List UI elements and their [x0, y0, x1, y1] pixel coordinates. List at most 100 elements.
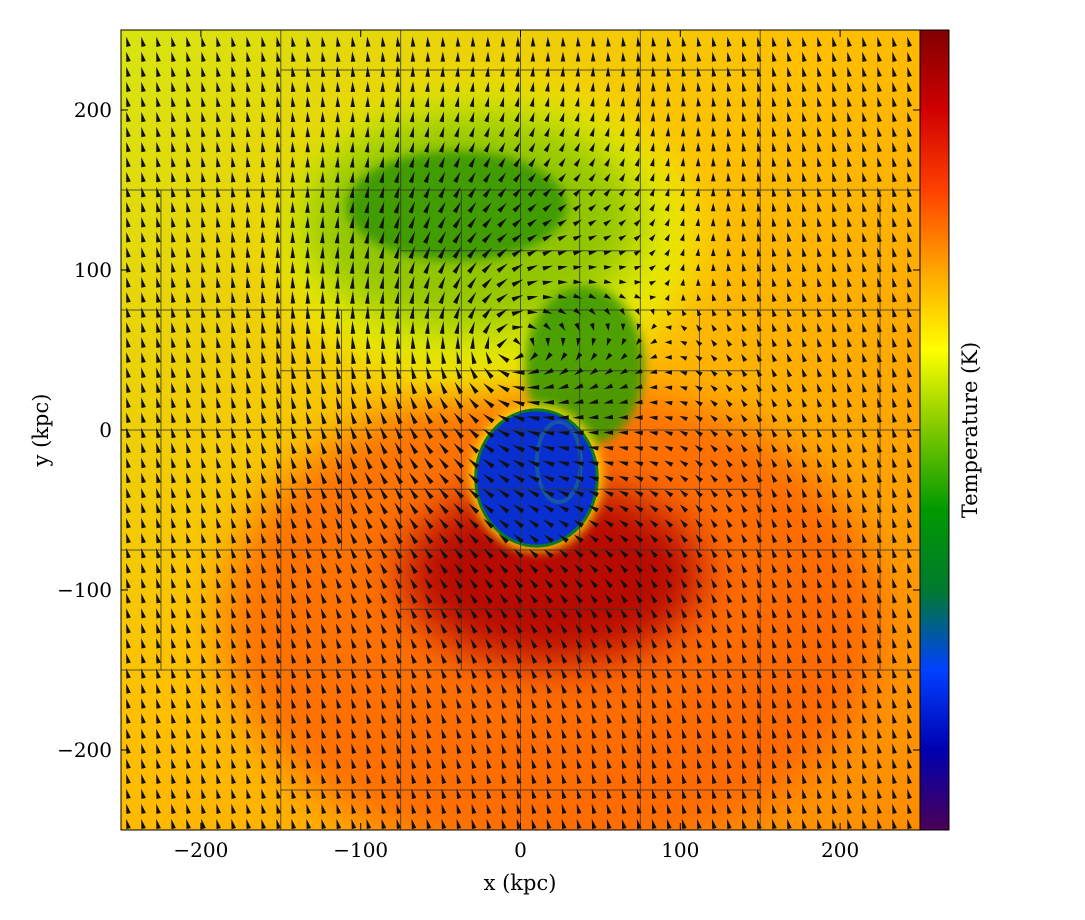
velocity-arrow: [634, 142, 640, 152]
velocity-arrow: [545, 81, 550, 92]
velocity-arrow: [141, 608, 146, 619]
velocity-arrow: [512, 337, 522, 346]
velocity-arrow: [306, 51, 311, 62]
velocity-arrow: [275, 126, 281, 138]
velocity-arrow: [468, 397, 479, 409]
velocity-arrow: [726, 758, 732, 769]
velocity-arrow: [832, 668, 837, 679]
velocity-arrow: [231, 36, 236, 47]
velocity-arrow: [892, 382, 897, 393]
velocity-arrow: [544, 564, 554, 574]
velocity-arrow: [305, 577, 312, 589]
velocity-arrow: [726, 308, 732, 317]
velocity-arrow: [291, 683, 297, 694]
velocity-arrow: [486, 818, 492, 830]
velocity-arrow: [605, 352, 613, 361]
velocity-arrow: [230, 246, 236, 258]
velocity-arrow: [679, 504, 689, 513]
velocity-arrow: [201, 487, 207, 499]
velocity-arrow: [862, 337, 867, 348]
velocity-arrow: [395, 81, 400, 92]
velocity-arrow: [260, 141, 266, 153]
velocity-arrow: [665, 593, 673, 604]
velocity-arrow: [756, 488, 763, 498]
velocity-arrow: [651, 683, 657, 694]
velocity-arrow: [846, 412, 853, 423]
velocity-arrow: [482, 458, 495, 469]
velocity-arrow: [394, 141, 399, 153]
velocity-arrow: [141, 803, 146, 815]
velocity-arrow: [756, 728, 762, 739]
velocity-arrow: [516, 773, 522, 784]
velocity-arrow: [335, 426, 343, 440]
velocity-arrow: [423, 472, 434, 485]
velocity-arrow: [216, 608, 222, 619]
velocity-arrow: [409, 442, 419, 455]
velocity-arrow: [892, 487, 898, 499]
velocity-arrow: [261, 803, 267, 815]
velocity-arrow: [787, 232, 792, 243]
velocity-arrow: [695, 355, 703, 362]
velocity-arrow: [512, 459, 525, 468]
velocity-arrow: [201, 698, 207, 709]
velocity-arrow: [816, 337, 822, 348]
velocity-arrow: [589, 367, 599, 376]
velocity-arrow: [907, 187, 912, 198]
velocity-arrow: [276, 713, 282, 724]
velocity-arrow: [156, 322, 161, 333]
velocity-arrow: [847, 382, 853, 393]
velocity-arrow: [336, 698, 342, 709]
velocity-arrow: [501, 773, 507, 784]
velocity-arrow: [862, 262, 867, 273]
velocity-arrow: [201, 336, 206, 349]
velocity-arrow: [907, 232, 912, 243]
velocity-arrow: [141, 141, 146, 153]
velocity-arrow: [261, 743, 267, 754]
velocity-arrow: [589, 142, 595, 152]
x-tick-label: −100: [333, 838, 388, 862]
velocity-arrow: [156, 668, 161, 679]
velocity-arrow: [441, 683, 447, 694]
velocity-arrow: [650, 338, 658, 345]
velocity-arrow: [186, 457, 192, 469]
velocity-arrow: [481, 277, 493, 289]
velocity-arrow: [603, 188, 611, 197]
velocity-arrow: [171, 382, 176, 394]
velocity-arrow: [484, 593, 493, 604]
velocity-arrow: [467, 291, 477, 304]
velocity-arrow: [511, 233, 523, 243]
velocity-arrow: [156, 261, 161, 273]
velocity-arrow: [831, 443, 838, 453]
velocity-arrow: [126, 231, 131, 243]
velocity-arrow: [439, 96, 445, 108]
velocity-arrow: [336, 683, 342, 694]
velocity-arrow: [907, 66, 912, 78]
velocity-arrow: [424, 442, 434, 455]
velocity-arrow: [334, 156, 340, 168]
velocity-arrow: [817, 668, 822, 679]
velocity-arrow: [696, 96, 701, 107]
velocity-arrow: [801, 533, 808, 544]
velocity-arrow: [892, 743, 897, 754]
velocity-arrow: [467, 216, 477, 229]
velocity-arrow: [726, 698, 732, 709]
velocity-arrow: [350, 111, 355, 123]
velocity-arrow: [862, 382, 868, 393]
velocity-arrow: [545, 638, 553, 649]
velocity-arrow: [171, 216, 176, 228]
velocity-arrow: [772, 51, 777, 62]
velocity-arrow: [862, 81, 867, 93]
velocity-arrow: [126, 773, 131, 784]
velocity-arrow: [365, 608, 373, 619]
velocity-arrow: [726, 728, 732, 739]
velocity-arrow: [484, 111, 490, 123]
velocity-arrow: [650, 623, 658, 634]
velocity-arrow: [572, 414, 584, 420]
velocity-arrow: [862, 111, 867, 123]
velocity-arrow: [156, 517, 161, 529]
velocity-arrow: [771, 142, 777, 152]
velocity-arrow: [394, 517, 404, 530]
velocity-arrow: [740, 398, 748, 408]
velocity-arrow: [740, 383, 748, 393]
velocity-arrow: [529, 563, 539, 574]
